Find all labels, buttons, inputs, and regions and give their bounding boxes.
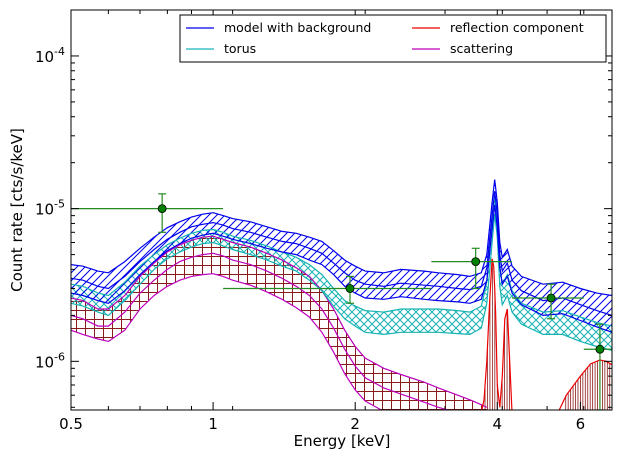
- data-marker: [546, 293, 556, 303]
- torus-upper-line: [71, 196, 612, 327]
- torus-lower-line: [71, 214, 612, 351]
- data-point: [512, 283, 584, 320]
- plot-area: [71, 179, 612, 410]
- reflection-line: [481, 258, 612, 410]
- y-tick-label: 10-4: [35, 45, 65, 66]
- data-marker: [595, 344, 605, 354]
- x-axis-label: Energy [keV]: [294, 432, 391, 450]
- scattering-lower-line: [71, 273, 383, 410]
- scattering-upper-line: [71, 235, 488, 408]
- data-marker: [157, 204, 167, 214]
- y-tick-label: 10-6: [35, 350, 65, 371]
- x-tick-label: 4: [493, 415, 503, 433]
- data-point: [71, 193, 224, 233]
- model-line: [71, 191, 612, 316]
- data-point: [583, 323, 612, 410]
- scattering-line: [71, 252, 451, 410]
- axes: 0.5 1 2 4 6 10-6 10-5 10-4: [35, 9, 612, 433]
- legend: model with background torus reflection com…: [179, 14, 607, 63]
- data-point: [223, 275, 432, 304]
- legend-label: reflection component: [450, 20, 584, 35]
- data-marker: [471, 257, 481, 266]
- y-tick-label: 10-5: [35, 198, 65, 219]
- model-upper-line: [71, 179, 612, 297]
- y-axis-label: Count rate [cts/s/keV]: [8, 128, 26, 292]
- scattering-band: [71, 236, 487, 410]
- x-tick-label: 6: [576, 415, 586, 433]
- model-band: [71, 179, 612, 333]
- model-lower-line: [71, 204, 612, 333]
- legend-label: model with background: [224, 20, 371, 35]
- data-point: [431, 247, 513, 290]
- x-tick-label: 2: [350, 415, 360, 433]
- x-tick-label: 1: [208, 415, 218, 433]
- x-tick-label: 0.5: [59, 415, 83, 433]
- legend-label: torus: [224, 41, 256, 56]
- legend-label: scattering: [450, 41, 513, 56]
- data-marker: [345, 284, 355, 293]
